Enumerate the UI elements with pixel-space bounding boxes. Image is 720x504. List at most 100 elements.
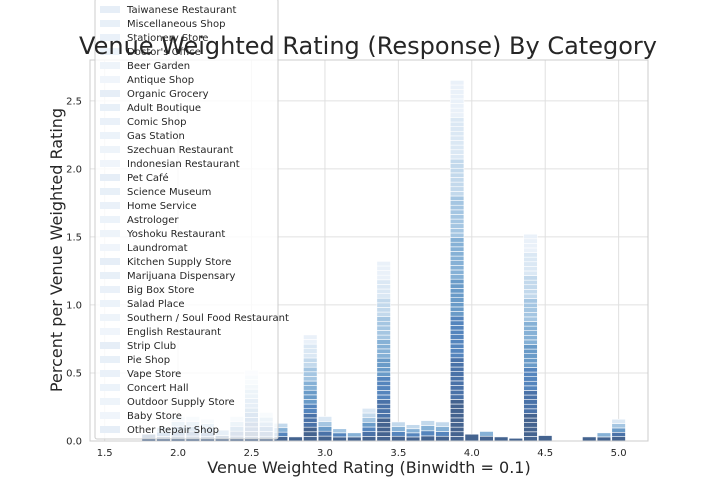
x-tick-label: 2.0 — [170, 448, 186, 459]
bar-segment — [376, 385, 391, 391]
x-tick-labels: 1.5 2.0 2.5 3.0 3.5 4.0 4.5 5.0 — [97, 448, 627, 459]
bar-segment — [303, 389, 318, 396]
bar-segment — [523, 256, 538, 263]
bar-segment — [449, 288, 465, 294]
bar-segment — [303, 362, 318, 368]
bar-segment — [523, 376, 538, 382]
bar-segment — [303, 357, 318, 363]
bar-segment — [479, 435, 494, 442]
bar-segment — [538, 435, 553, 442]
bar-segment — [376, 302, 391, 308]
legend-swatch — [100, 300, 120, 307]
bar-segment — [303, 431, 318, 437]
bar-segment — [449, 311, 465, 317]
bar-segment — [523, 371, 538, 377]
bar-segment — [479, 431, 494, 437]
x-tick-label: 5.0 — [611, 448, 627, 459]
bar-segment — [391, 431, 406, 437]
bar-segment — [449, 265, 465, 271]
bar-segment — [376, 422, 391, 428]
legend-label: Comic Shop — [127, 117, 186, 128]
bar-segment — [303, 413, 318, 419]
bar-segment — [317, 426, 333, 432]
bar-segment — [449, 274, 465, 280]
bar-segment — [449, 334, 465, 340]
legend-label: English Restaurant — [127, 327, 221, 338]
bar-segment — [523, 357, 538, 364]
bar-segment — [523, 344, 538, 350]
bar-segment — [435, 421, 450, 428]
legend-label: Yoshoku Restaurant — [126, 229, 225, 240]
bar-segment — [361, 431, 377, 437]
bar-segment — [449, 329, 465, 335]
bar-segment — [449, 255, 465, 262]
bar-segment — [449, 436, 465, 442]
legend-label: Pie Shop — [127, 355, 170, 366]
legend-label: Miscellaneous Shop — [127, 19, 225, 30]
bar-segment — [376, 343, 391, 350]
legend-label: Organic Grocery — [127, 89, 209, 100]
bar-segment — [523, 298, 538, 304]
bar-segment — [391, 435, 406, 442]
bar-segment — [449, 98, 465, 104]
bar-segment — [376, 270, 391, 276]
legend-label: Science Museum — [127, 187, 211, 198]
bar-segment — [376, 274, 391, 281]
legend-swatch — [100, 216, 120, 223]
legend-swatch — [100, 244, 120, 251]
bar-segment — [405, 432, 421, 438]
bar-segment — [523, 302, 538, 309]
bar-segment — [449, 399, 465, 405]
bar-segment — [523, 413, 538, 419]
bar-segment — [303, 394, 318, 400]
y-tick-label: 1.5 — [66, 232, 82, 243]
legend-swatch — [100, 48, 120, 55]
bar-segment — [376, 380, 391, 387]
bar-segment — [317, 435, 333, 442]
bar-segment — [523, 408, 538, 414]
legend-swatch — [100, 398, 120, 405]
bar-segment — [523, 233, 538, 240]
bar-segment — [361, 422, 377, 428]
bar-segment — [420, 425, 435, 432]
bar-segment — [420, 420, 435, 426]
bar-segment — [376, 413, 391, 419]
x-tick-label: 3.0 — [317, 448, 333, 459]
bar-segment — [449, 172, 465, 178]
y-tick-label: 0.0 — [66, 437, 82, 448]
y-tick-label: 0.5 — [66, 368, 82, 379]
bar-segment — [449, 191, 465, 197]
bar-segment — [449, 232, 465, 238]
legend-box — [94, 0, 279, 440]
bar-segment — [303, 422, 318, 428]
bar-segment — [449, 278, 465, 285]
bar-segment — [449, 130, 465, 137]
bar-segment — [317, 416, 333, 422]
bar-segment — [523, 431, 538, 437]
bar-segment — [523, 316, 538, 322]
bar-segment — [303, 408, 318, 414]
bar-segment — [361, 417, 377, 423]
bar-segment — [523, 270, 538, 276]
bar-segment — [523, 394, 538, 400]
bar-segment — [317, 430, 333, 437]
legend-label: Outdoor Supply Store — [127, 397, 235, 408]
bar-segment — [376, 297, 391, 304]
bar-segment — [449, 408, 465, 414]
legend-label: Adult Boutique — [127, 103, 201, 114]
legend-swatch — [100, 62, 120, 69]
bar-segment — [449, 228, 465, 234]
y-tick-labels: 0.0 0.5 1.0 1.5 2.0 2.5 — [66, 96, 82, 447]
bar-segment — [435, 435, 450, 442]
bar-segment — [376, 399, 391, 405]
chart-title: Venue Weighted Rating (Response) By Cate… — [79, 32, 657, 60]
bar-segment — [449, 80, 465, 86]
bar-segment — [449, 149, 465, 155]
bar-segment — [376, 357, 391, 364]
legend-swatch — [100, 230, 120, 237]
bar-segment — [303, 417, 318, 423]
legend-label: Indonesian Restaurant — [127, 159, 240, 170]
bar-segment — [449, 163, 465, 169]
bar-segment — [523, 284, 538, 290]
bar-segment — [376, 431, 391, 437]
